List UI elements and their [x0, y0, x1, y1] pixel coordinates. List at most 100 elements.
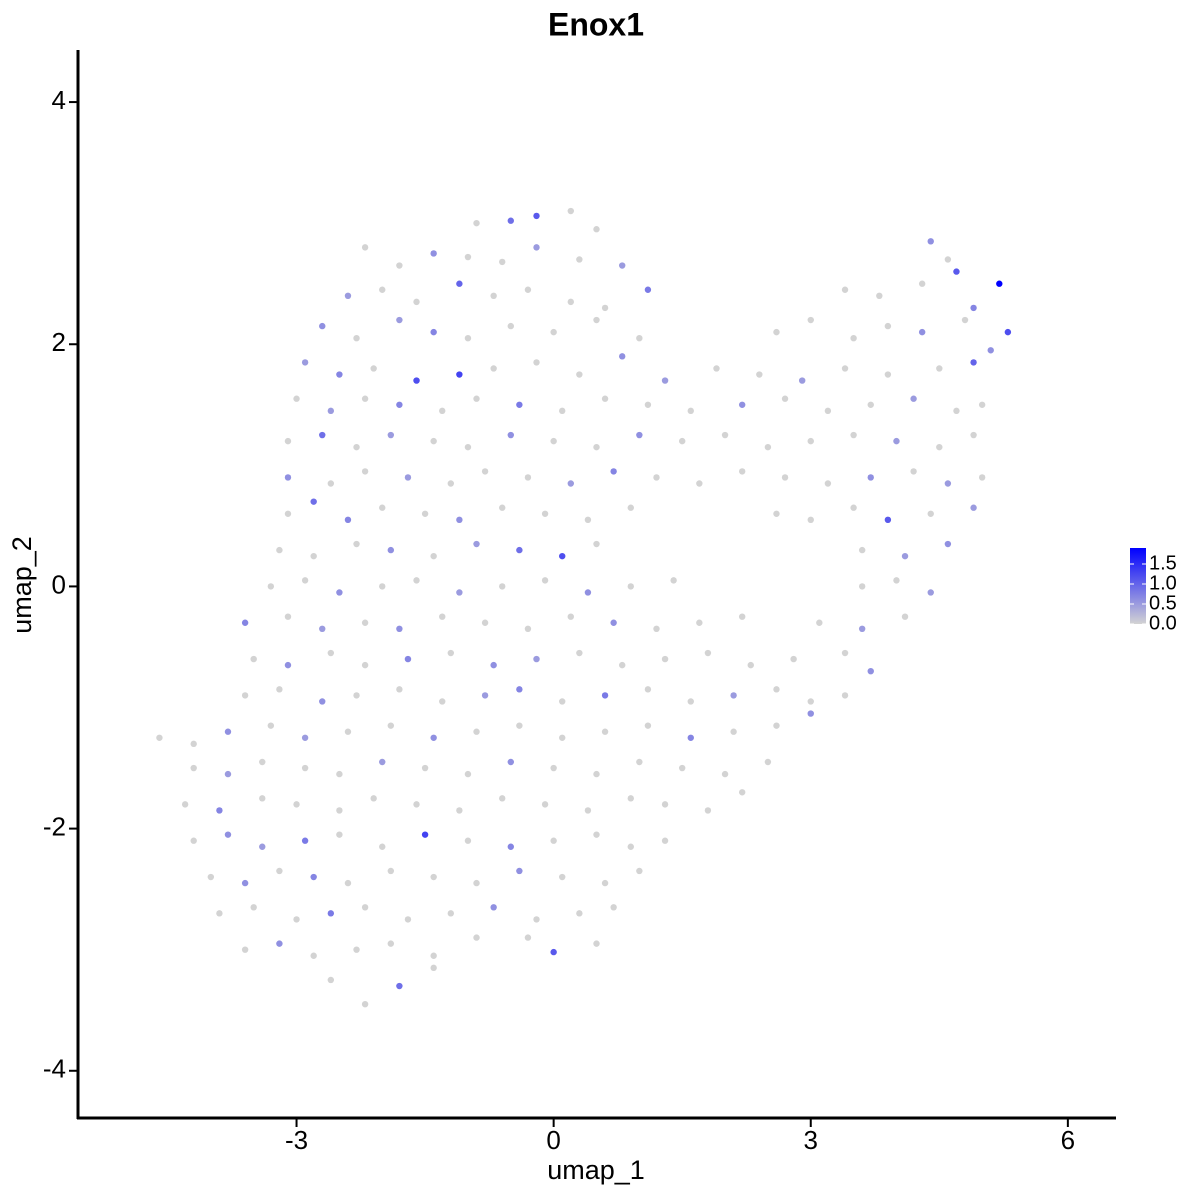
point — [430, 552, 437, 560]
point — [516, 546, 523, 554]
point — [807, 516, 814, 524]
point — [490, 365, 497, 372]
point — [404, 655, 412, 663]
point — [430, 734, 437, 741]
point — [524, 934, 532, 941]
point — [781, 474, 789, 481]
point — [516, 722, 523, 729]
point — [893, 437, 900, 445]
point — [507, 843, 514, 850]
point — [850, 431, 857, 439]
point — [353, 443, 360, 451]
point — [824, 480, 832, 487]
point — [773, 722, 780, 729]
point — [216, 910, 223, 917]
y-tick-label: 2 — [52, 327, 66, 357]
point — [773, 686, 780, 693]
point — [533, 916, 540, 923]
point — [267, 722, 275, 729]
point — [593, 443, 600, 451]
point — [936, 365, 943, 372]
point — [867, 667, 874, 675]
point — [601, 395, 609, 402]
point — [567, 480, 574, 487]
point — [661, 655, 669, 663]
point — [533, 244, 540, 251]
point — [584, 589, 592, 596]
point — [601, 728, 609, 735]
point — [387, 431, 395, 439]
point — [773, 510, 780, 517]
point — [687, 698, 694, 705]
point — [661, 801, 669, 808]
point — [850, 504, 857, 511]
point — [396, 262, 403, 269]
point — [970, 504, 977, 511]
point — [901, 552, 909, 560]
point — [310, 873, 317, 881]
point — [858, 625, 866, 633]
point — [970, 431, 977, 439]
point — [361, 1000, 369, 1008]
point — [224, 728, 232, 735]
point — [456, 280, 463, 287]
point — [807, 698, 814, 705]
point — [447, 649, 455, 657]
point — [541, 577, 549, 584]
point — [576, 649, 583, 657]
point — [661, 377, 669, 384]
y-tick-label: 4 — [52, 85, 66, 115]
point — [524, 286, 532, 293]
point — [961, 316, 969, 324]
point — [636, 334, 643, 342]
point — [327, 480, 335, 487]
point — [404, 916, 412, 923]
point — [456, 589, 463, 596]
point — [756, 371, 763, 378]
chart-title: Enox1 — [548, 6, 644, 42]
point — [344, 292, 352, 300]
point — [224, 770, 232, 778]
point — [764, 758, 772, 766]
point — [361, 468, 369, 475]
point — [610, 904, 617, 911]
point — [807, 316, 814, 324]
point — [567, 298, 574, 306]
point — [344, 879, 352, 887]
point — [473, 879, 480, 887]
point — [601, 879, 609, 887]
point — [747, 661, 754, 669]
point — [353, 540, 360, 548]
point — [481, 692, 489, 699]
point — [456, 807, 463, 814]
point — [319, 698, 326, 705]
point — [293, 395, 300, 402]
point — [636, 867, 643, 875]
point — [627, 843, 634, 850]
point — [396, 686, 403, 693]
point — [884, 516, 892, 524]
point — [344, 516, 352, 524]
point — [953, 268, 960, 275]
point — [524, 625, 532, 633]
point — [858, 546, 866, 554]
point — [241, 619, 249, 626]
point — [533, 212, 540, 220]
point — [738, 401, 746, 408]
point — [499, 795, 506, 802]
x-tick-label: 0 — [546, 1125, 560, 1155]
point — [293, 801, 300, 808]
point — [644, 286, 652, 293]
point — [353, 334, 360, 342]
point — [841, 692, 849, 699]
point — [284, 510, 292, 517]
point — [499, 504, 506, 511]
point — [593, 226, 600, 233]
point — [824, 407, 832, 415]
point — [936, 443, 943, 451]
point — [387, 867, 395, 875]
y-tick-label: -2 — [43, 811, 66, 841]
point — [576, 256, 583, 263]
point — [567, 207, 574, 215]
